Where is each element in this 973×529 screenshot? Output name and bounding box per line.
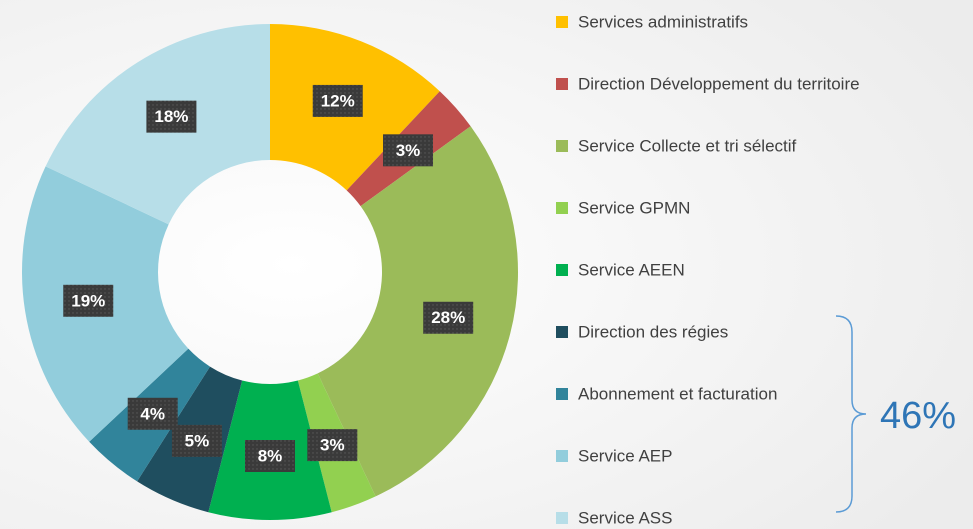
data-label: 18%: [154, 107, 188, 126]
legend-label: Service AEEN: [578, 260, 685, 279]
legend-label: Service Collecte et tri sélectif: [578, 136, 797, 155]
slice: [317, 126, 518, 497]
legend-label: Service ASS: [578, 508, 673, 527]
legend-swatch: [556, 264, 568, 276]
legend-swatch: [556, 16, 568, 28]
data-label-box: [245, 440, 295, 472]
brace: [835, 315, 867, 513]
data-label: 3%: [396, 141, 421, 160]
data-label-box: [146, 100, 197, 133]
data-label: 28%: [431, 308, 465, 327]
legend-swatch: [556, 512, 568, 524]
legend-label: Direction Développement du territoire: [578, 74, 860, 93]
data-label-box: [312, 84, 363, 117]
data-label-box: [127, 397, 178, 430]
legend-label: Service AEP: [578, 446, 673, 465]
legend-label: Abonnement et facturation: [578, 384, 777, 403]
annotation: 46%: [880, 395, 956, 437]
data-label-box: [171, 424, 222, 457]
legend-swatch: [556, 388, 568, 400]
data-label: 4%: [140, 404, 165, 423]
data-label: 3%: [320, 436, 345, 455]
data-label: 12%: [321, 91, 355, 110]
data-label: 19%: [71, 291, 105, 310]
data-label: 5%: [185, 431, 210, 450]
legend-swatch: [556, 140, 568, 152]
legend-swatch: [556, 78, 568, 90]
legend-swatch: [556, 326, 568, 338]
data-label: 8%: [258, 446, 283, 465]
data-label-box: [307, 429, 358, 462]
data-label-box: [383, 134, 434, 167]
legend-label: Services administratifs: [578, 12, 748, 31]
data-label-box: [423, 301, 474, 334]
data-label-box: [63, 284, 114, 317]
legend-swatch: [556, 202, 568, 214]
legend-swatch: [556, 450, 568, 462]
legend-label: Service GPMN: [578, 198, 690, 217]
legend-label: Direction des régies: [578, 322, 728, 341]
